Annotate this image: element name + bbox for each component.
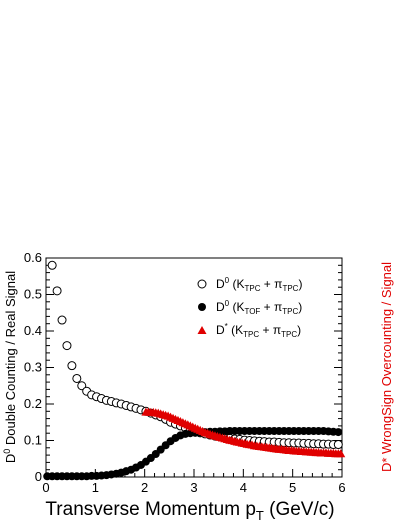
data-point-filled-circle xyxy=(334,428,343,437)
x-tick-label: 1 xyxy=(92,480,99,495)
legend-open-paren: (K xyxy=(229,277,244,291)
legend-marker-filled-circle xyxy=(198,303,206,311)
legend-open-main: D xyxy=(216,277,225,291)
y-tick-label: 0.4 xyxy=(24,323,42,338)
legend-triangle-sup: * xyxy=(225,322,228,331)
legend-open-close: ) xyxy=(298,277,302,291)
y-axis-title-right: D* WrongSign Overcounting / Signal xyxy=(379,262,394,472)
legend-triangle-close: ) xyxy=(297,323,301,337)
data-point-open-circle xyxy=(62,341,72,351)
legend-filled-paren: (K xyxy=(229,300,244,314)
x-axis-title-main: Transverse Momentum p xyxy=(45,499,255,520)
data-point-open-circle xyxy=(57,315,67,325)
y-tick-label: 0 xyxy=(35,469,42,484)
data-point-open-circle xyxy=(72,373,82,383)
series-layer xyxy=(43,260,346,481)
legend-open-sup: 0 xyxy=(225,276,230,285)
legend-filled-sup: 0 xyxy=(225,299,230,308)
x-tick-label: 4 xyxy=(240,480,247,495)
legend-item-open: D0 (KTPC + πTPC) xyxy=(197,276,302,293)
legend-label-triangle: D* (KTPC + πTPC) xyxy=(216,322,301,339)
x-axis-title-unit: (GeV/c) xyxy=(264,499,335,520)
legend-filled-main: D xyxy=(216,300,225,314)
x-tick-label: 5 xyxy=(289,480,296,495)
legend-label-filled: D0 (KTOF + πTPC) xyxy=(216,299,302,316)
y-tick-label: 0.5 xyxy=(24,287,42,302)
x-tick-label: 2 xyxy=(141,480,148,495)
data-point-open-circle xyxy=(77,381,87,391)
legend-open-pisub: TPC xyxy=(282,284,298,293)
legend-open-ksub: TPC xyxy=(244,284,260,293)
legend-label-open: D0 (KTPC + πTPC) xyxy=(216,276,302,293)
x-tick-label: 3 xyxy=(190,480,197,495)
y-tick-label: 0.6 xyxy=(24,250,42,265)
data-point-triangle xyxy=(336,449,346,458)
legend-filled-close: ) xyxy=(298,300,302,314)
legend-filled-ksub: TOF xyxy=(244,307,260,316)
legend-item-triangle: D* (KTPC + πTPC) xyxy=(197,322,301,339)
x-axis-title-sub: T xyxy=(256,508,264,523)
y-axis-title-left-main: D xyxy=(3,454,18,463)
legend-triangle-plus: + π xyxy=(259,323,281,337)
legend-filled-pisub: TPC xyxy=(282,307,298,316)
y-tick-label: 0.3 xyxy=(24,360,42,375)
data-point-open-circle xyxy=(67,361,77,371)
x-tick-label: 6 xyxy=(338,480,345,495)
y-tick-label: 0.1 xyxy=(24,433,42,448)
x-axis-title: Transverse Momentum pT (GeV/c) xyxy=(45,499,334,523)
legend-filled-plus: + π xyxy=(260,300,282,314)
legend-triangle-ksub: TPC xyxy=(243,330,259,339)
x-tick-label: 0 xyxy=(42,480,49,495)
data-point-open-circle xyxy=(52,286,62,296)
data-point-open-circle xyxy=(47,260,57,270)
legend-triangle-pisub: TPC xyxy=(281,330,297,339)
legend-item-filled: D0 (KTOF + πTPC) xyxy=(198,299,302,316)
legend-triangle-paren: (K xyxy=(228,323,243,337)
y-axis-title-left-sup: 0 xyxy=(2,449,12,454)
legend-triangle-main: D xyxy=(216,323,225,337)
x-tick-labels: 0 1 2 3 4 5 6 xyxy=(42,480,345,495)
legend-open-plus: + π xyxy=(260,277,282,291)
y-axis-title-left-rest: Double Counting / Real Signal xyxy=(3,271,18,449)
legend-marker-open-circle xyxy=(197,279,207,289)
data-point-open-circle xyxy=(333,440,343,450)
y-tick-label: 0.2 xyxy=(24,396,42,411)
legend-marker-triangle xyxy=(197,326,207,334)
y-axis-title-left: D0 Double Counting / Real Signal xyxy=(2,271,18,463)
legend: D0 (KTPC + πTPC) D0 (KTOF + πTPC) D* (KT… xyxy=(197,276,302,339)
y-tick-labels: 0 0.1 0.2 0.3 0.4 0.5 0.6 xyxy=(24,250,42,484)
series-triangle xyxy=(141,407,346,458)
